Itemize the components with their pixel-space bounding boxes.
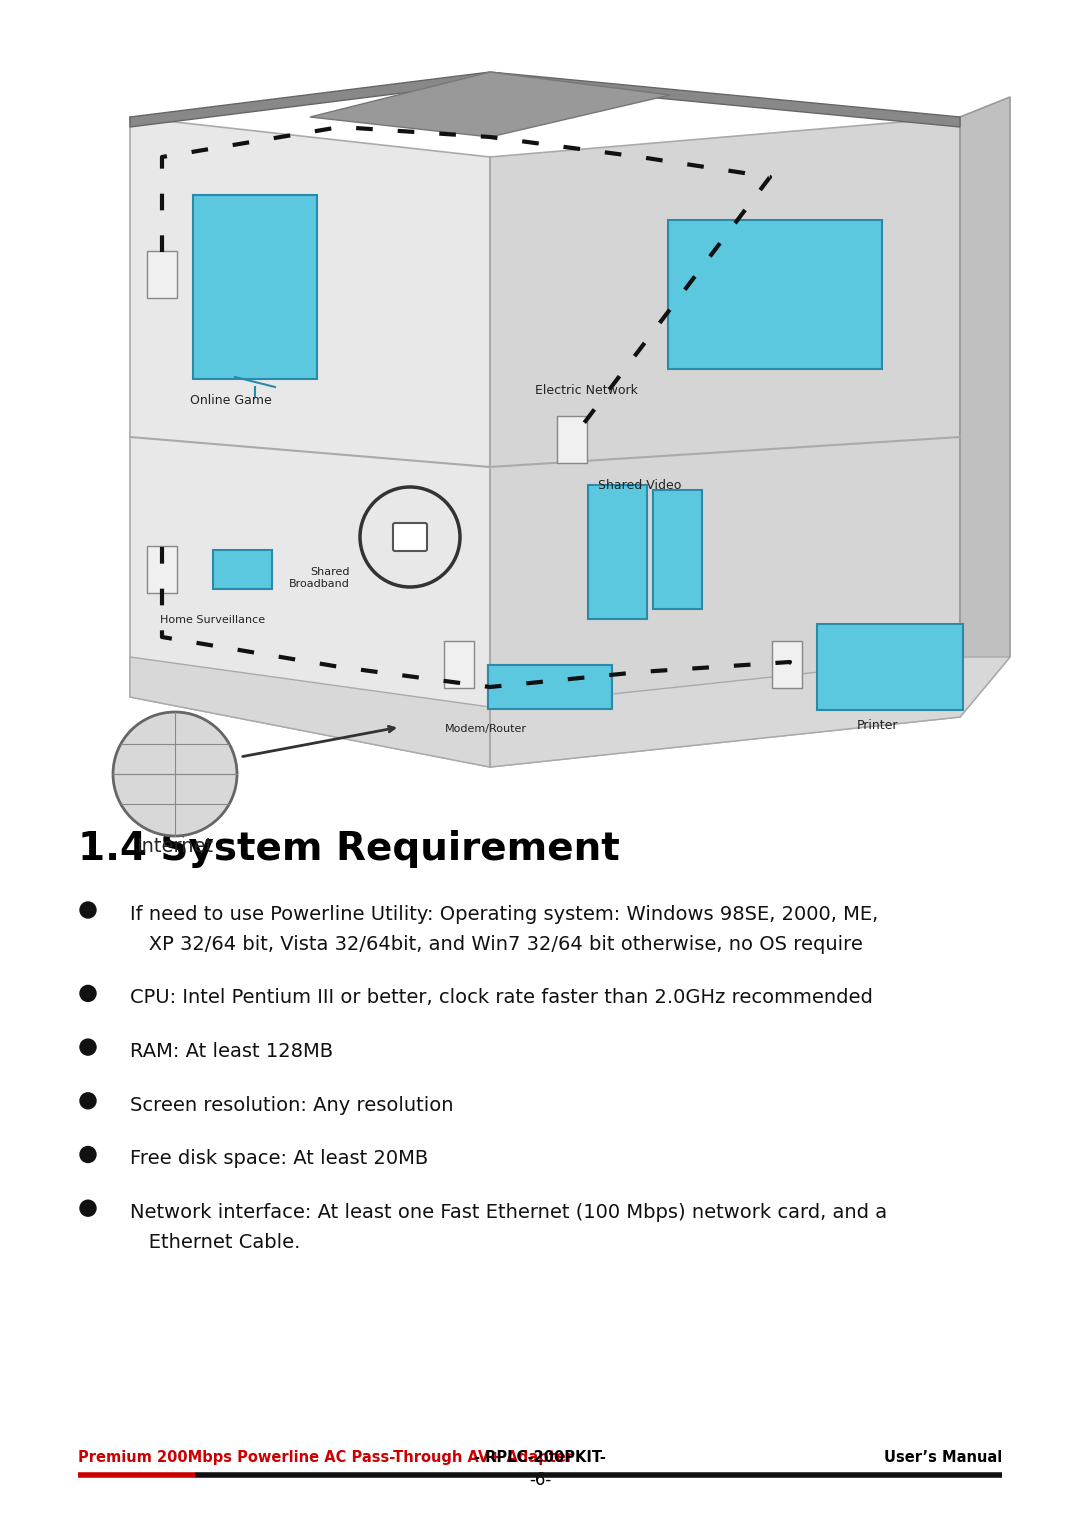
Circle shape	[80, 1200, 96, 1215]
Text: RAM: At least 128MB: RAM: At least 128MB	[130, 1041, 333, 1061]
Text: - RPLC-200PKIT-: - RPLC-200PKIT-	[474, 1451, 606, 1464]
FancyBboxPatch shape	[557, 415, 588, 463]
Text: Free disk space: At least 20MB: Free disk space: At least 20MB	[130, 1150, 429, 1168]
Text: Internet: Internet	[136, 837, 214, 857]
Polygon shape	[490, 118, 960, 767]
FancyBboxPatch shape	[653, 490, 702, 609]
Text: Screen resolution: Any resolution: Screen resolution: Any resolution	[130, 1096, 454, 1115]
FancyBboxPatch shape	[147, 250, 177, 298]
FancyBboxPatch shape	[588, 486, 647, 618]
Text: Shared Video: Shared Video	[598, 479, 681, 492]
FancyBboxPatch shape	[193, 195, 318, 379]
Circle shape	[360, 487, 460, 586]
Polygon shape	[130, 657, 1010, 767]
Point	[484, 757, 497, 776]
Text: Premium 200Mbps Powerline AC Pass-Through AV+ Adapter: Premium 200Mbps Powerline AC Pass-Throug…	[78, 1451, 573, 1464]
FancyBboxPatch shape	[772, 641, 802, 689]
Line: 2 pts: 2 pts	[130, 437, 490, 467]
Point	[484, 458, 497, 476]
FancyBboxPatch shape	[444, 641, 474, 689]
Circle shape	[80, 1093, 96, 1109]
Text: Online Game: Online Game	[190, 394, 272, 408]
FancyBboxPatch shape	[816, 625, 963, 710]
Polygon shape	[130, 118, 490, 767]
Circle shape	[80, 1038, 96, 1055]
FancyBboxPatch shape	[488, 664, 612, 709]
Text: XP 32/64 bit, Vista 32/64bit, and Win7 32/64 bit otherwise, no OS require: XP 32/64 bit, Vista 32/64bit, and Win7 3…	[130, 935, 863, 954]
Text: Printer: Printer	[858, 719, 899, 731]
Text: Electric Network: Electric Network	[535, 383, 638, 397]
Polygon shape	[310, 72, 670, 137]
Polygon shape	[130, 72, 960, 127]
Text: CPU: Intel Pentium III or better, clock rate faster than 2.0GHz recommended: CPU: Intel Pentium III or better, clock …	[130, 988, 873, 1008]
Text: -6-: -6-	[529, 1471, 551, 1489]
Circle shape	[80, 985, 96, 1002]
FancyBboxPatch shape	[147, 547, 177, 592]
Point	[484, 458, 497, 476]
Text: Network interface: At least one Fast Ethernet (100 Mbps) network card, and a: Network interface: At least one Fast Eth…	[130, 1203, 887, 1222]
FancyBboxPatch shape	[669, 220, 882, 370]
Text: 1.4 System Requirement: 1.4 System Requirement	[78, 831, 620, 867]
Circle shape	[80, 902, 96, 918]
Circle shape	[113, 712, 237, 835]
Polygon shape	[960, 98, 1010, 718]
Line: 2 pts: 2 pts	[490, 437, 960, 467]
Point	[123, 428, 136, 446]
Text: Modem/Router: Modem/Router	[445, 724, 527, 734]
Circle shape	[80, 1147, 96, 1162]
FancyBboxPatch shape	[213, 550, 272, 589]
Text: Ethernet Cable.: Ethernet Cable.	[130, 1232, 300, 1252]
Point	[954, 428, 967, 446]
Text: If need to use Powerline Utility: Operating system: Windows 98SE, 2000, ME,: If need to use Powerline Utility: Operat…	[130, 906, 878, 924]
Text: User’s Manual: User’s Manual	[883, 1451, 1002, 1464]
FancyBboxPatch shape	[95, 75, 985, 809]
FancyBboxPatch shape	[393, 524, 427, 551]
Point	[484, 148, 497, 166]
Text: Shared
Broadband: Shared Broadband	[289, 567, 350, 588]
Text: Home Surveillance: Home Surveillance	[160, 615, 265, 625]
